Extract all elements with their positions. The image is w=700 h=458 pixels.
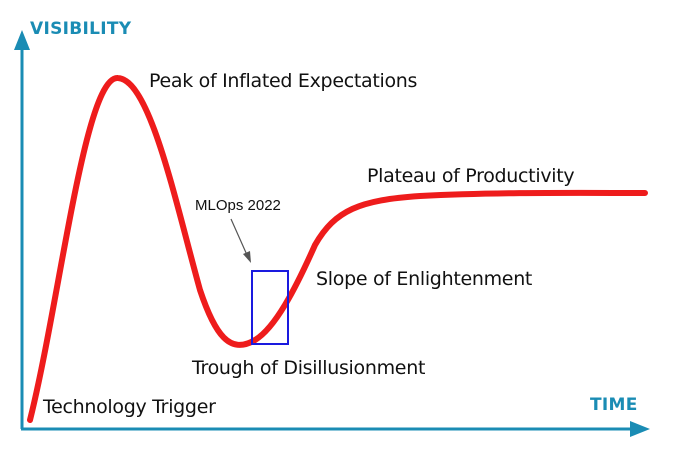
x-axis-label: TIME [590,395,638,415]
phase-label-plateau: Plateau of Productivity [367,165,575,187]
mlops-annotation-label: MLOps 2022 [195,197,281,214]
hype-curve [27,75,648,423]
x-axis [21,421,650,437]
phase-label-peak: Peak of Inflated Expectations [149,70,418,92]
phase-label-trough: Trough of Disillusionment [192,357,426,379]
x-axis-arrow-icon [630,421,650,437]
y-axis-arrow-icon [14,30,30,50]
y-axis-label: VISIBILITY [30,19,132,39]
phase-label-slope: Slope of Enlightenment [316,268,533,290]
phase-label-technology-trigger: Technology Trigger [43,396,216,418]
mlops-highlight-box [251,270,289,345]
y-axis [14,30,30,429]
annotation-arrow-icon [230,218,251,263]
